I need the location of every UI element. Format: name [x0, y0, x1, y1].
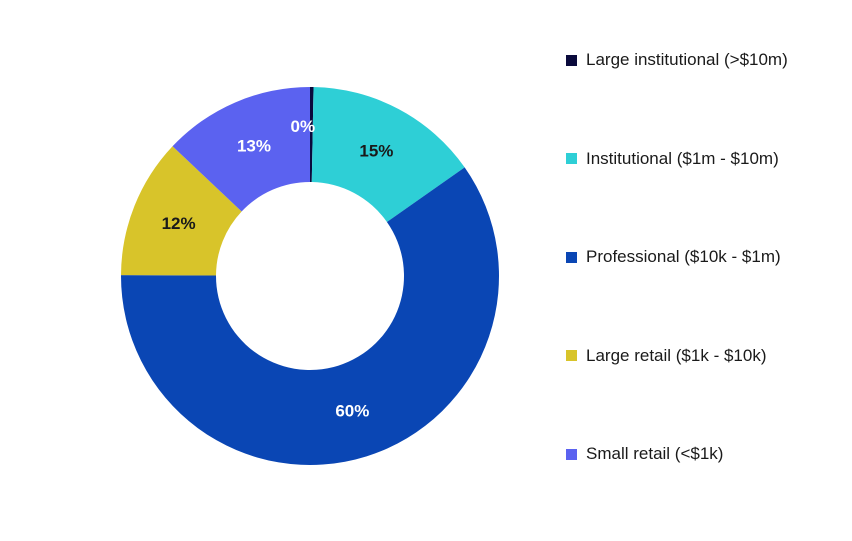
legend-swatch-large-institutional — [566, 54, 577, 66]
data-label-small-retail-1k: 13% — [237, 137, 271, 156]
data-labels-group: 0% 15% 60% 12% 13% — [162, 117, 394, 420]
legend-label-professional: Professional ($10k - $1m) — [586, 247, 781, 266]
legend-swatch-large-retail — [566, 350, 577, 361]
legend-swatch-institutional — [566, 153, 577, 164]
slice-small-retail-1k — [172, 87, 310, 212]
legend-item-small-retail: Small retail (<$1k) — [566, 442, 846, 466]
legend-item-professional: Professional ($10k - $1m) — [566, 245, 846, 269]
legend-item-institutional: Institutional ($1m - $10m) — [566, 147, 846, 171]
legend-label-large-institutional: Large institutional (>$10m) — [586, 50, 788, 69]
data-label-large-retail-1k-10k: 12% — [162, 214, 196, 233]
legend: Large institutional (>$10m) Institutiona… — [566, 48, 846, 541]
slices-group — [120, 87, 499, 466]
slice-large-retail-1k-10k — [121, 146, 242, 276]
slice-professional-10k-1m — [120, 167, 499, 466]
legend-label-institutional: Institutional ($1m - $10m) — [586, 148, 779, 168]
donut-chart: 0% 15% 60% 12% 13% Large institutional (>$10… — [120, 50, 788, 466]
legend-label-large-retail: Large retail ($1k - $10k) — [586, 345, 767, 365]
slice-large-institutional-10m — [310, 87, 314, 183]
legend-item-large-retail: Large retail ($1k - $10k) — [566, 344, 846, 368]
legend-label-small-retail: Small retail (<$1k) — [586, 444, 724, 463]
legend-swatch-professional — [566, 251, 577, 263]
legend-item-large-institutional: Large institutional (>$10m) — [566, 48, 846, 72]
data-label-institutional-1m-10m: 15% — [359, 142, 393, 161]
data-label-professional-10k-1m: 60% — [335, 402, 369, 421]
slice-institutional-1m-10m — [311, 87, 465, 222]
legend-swatch-small-retail — [566, 448, 577, 460]
donut-svg: 0% 15% 60% 12% 13% — [120, 87, 499, 466]
data-label-large-institutional-10m: 0% — [290, 117, 315, 136]
